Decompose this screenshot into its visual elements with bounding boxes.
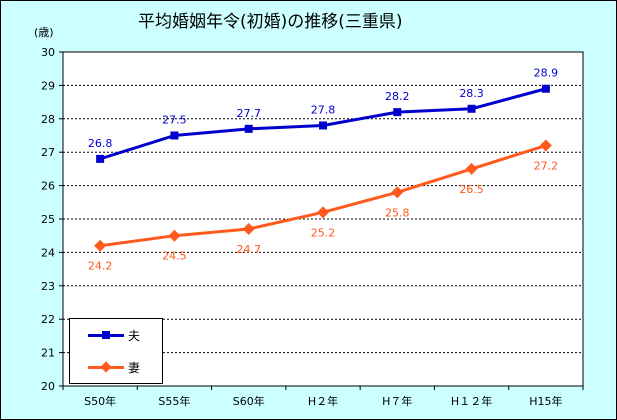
y-tick-label: 21 bbox=[41, 347, 55, 360]
y-tick-label: 20 bbox=[41, 380, 55, 393]
data-label-husband: 27.8 bbox=[311, 103, 336, 116]
data-label-husband: 28.2 bbox=[385, 90, 410, 103]
legend-swatch-husband-marker bbox=[102, 331, 110, 339]
data-point-wife bbox=[317, 206, 329, 219]
data-label-husband: 26.8 bbox=[88, 137, 113, 150]
data-point-husband bbox=[319, 121, 327, 130]
legend-label-husband: 夫 bbox=[128, 329, 141, 343]
y-tick-label: 26 bbox=[41, 180, 55, 193]
data-point-wife bbox=[539, 139, 552, 152]
x-tick-label: H１２年 bbox=[451, 394, 492, 408]
legend: 夫 妻 bbox=[69, 318, 163, 384]
data-label-wife: 26.5 bbox=[459, 183, 484, 196]
x-tick-label: S60年 bbox=[233, 394, 265, 408]
y-tick-label: 28 bbox=[41, 113, 55, 126]
data-label-wife: 27.2 bbox=[534, 160, 559, 173]
data-label-wife: 24.5 bbox=[162, 250, 187, 263]
x-tick-label: H７年 bbox=[382, 394, 412, 408]
data-label-wife: 24.7 bbox=[236, 243, 261, 256]
data-label-husband: 27.7 bbox=[236, 107, 261, 120]
data-point-wife bbox=[168, 229, 181, 242]
data-label-wife: 25.2 bbox=[311, 226, 336, 239]
legend-label-wife: 妻 bbox=[128, 361, 141, 375]
y-tick-label: 22 bbox=[41, 313, 55, 326]
data-point-husband bbox=[96, 154, 105, 163]
y-axis-unit-label: (歳) bbox=[34, 26, 54, 39]
legend-item-wife: 妻 bbox=[70, 357, 162, 377]
data-point-husband bbox=[393, 108, 402, 117]
data-label-wife: 25.8 bbox=[385, 206, 410, 219]
y-tick-label: 27 bbox=[41, 146, 55, 159]
chart-title: 平均婚姻年令(初婚)の推移(三重県) bbox=[138, 12, 403, 32]
data-label-husband: 28.3 bbox=[459, 87, 484, 100]
data-point-wife bbox=[465, 162, 478, 175]
y-tick-label: 29 bbox=[41, 79, 55, 92]
legend-swatch-wife-marker bbox=[100, 361, 112, 373]
data-point-husband bbox=[467, 104, 476, 113]
data-point-husband bbox=[541, 84, 550, 93]
x-tick-label: S55年 bbox=[158, 394, 190, 408]
y-tick-label: 25 bbox=[41, 213, 55, 226]
y-tick-label: 23 bbox=[41, 280, 55, 293]
data-label-husband: 27.5 bbox=[162, 114, 187, 127]
x-tick-label: H15年 bbox=[529, 394, 562, 408]
x-tick-label: S50年 bbox=[84, 394, 116, 408]
data-point-wife bbox=[94, 239, 107, 252]
data-point-husband bbox=[244, 124, 253, 133]
legend-item-husband: 夫 bbox=[70, 325, 162, 345]
data-label-husband: 28.9 bbox=[534, 67, 559, 80]
y-tick-label: 30 bbox=[41, 46, 55, 59]
data-point-husband bbox=[170, 131, 179, 140]
y-tick-label: 24 bbox=[41, 246, 55, 259]
data-label-wife: 24.2 bbox=[88, 260, 113, 273]
data-point-wife bbox=[242, 223, 255, 236]
x-tick-label: H２年 bbox=[308, 394, 338, 408]
data-point-wife bbox=[391, 186, 404, 199]
